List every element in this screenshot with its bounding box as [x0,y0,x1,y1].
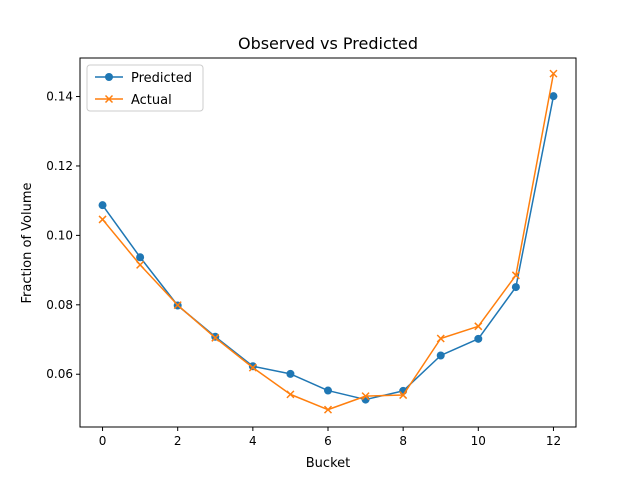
data-point-predicted [511,283,520,292]
data-point-actual [286,390,295,399]
y-tick-label: 0.10 [46,228,73,242]
data-point-actual [474,322,483,331]
data-point-predicted [98,201,107,210]
data-point-actual [136,260,145,269]
x-tick-label: 0 [99,434,107,448]
y-tick-label: 0.12 [46,159,73,173]
x-tick-label: 2 [174,434,182,448]
plot-area: 0 2 4 6 8 10 12 0.06 0.08 0.10 0.12 0.14 Predicted Ac… [46,57,577,448]
legend-label-actual: Actual [131,93,172,108]
data-point-actual [211,333,220,342]
x-tick-label: 10 [471,434,486,448]
data-point-actual [173,301,182,310]
legend-marker-predicted [105,73,113,81]
y-tick-label: 0.06 [46,367,73,381]
data-point-predicted [286,369,295,378]
data-point-actual [436,334,445,343]
x-axis-label: Bucket [306,456,350,471]
chart-title: Observed vs Predicted [238,34,418,53]
data-point-actual [248,363,257,372]
x-tick-label: 12 [546,434,561,448]
data-point-predicted [549,92,558,101]
y-tick-label: 0.14 [46,90,73,104]
legend-marker-actual [104,94,114,104]
data-point-actual [549,69,558,78]
x-tick-label: 6 [324,434,332,448]
x-tick-label: 4 [249,434,257,448]
data-point-predicted [136,253,145,262]
legend-label-predicted: Predicted [131,71,192,86]
x-tick-label: 8 [399,434,407,448]
data-point-actual [511,271,520,280]
y-axis-label: Fraction of Volume [20,182,35,303]
data-point-actual [399,391,408,400]
data-point-predicted [474,334,483,343]
data-point-actual [323,405,333,414]
data-point-actual [98,215,107,224]
data-point-predicted [436,351,445,360]
data-point-actual [361,392,370,401]
y-tick-label: 0.08 [46,298,73,312]
data-point-predicted [324,386,332,395]
